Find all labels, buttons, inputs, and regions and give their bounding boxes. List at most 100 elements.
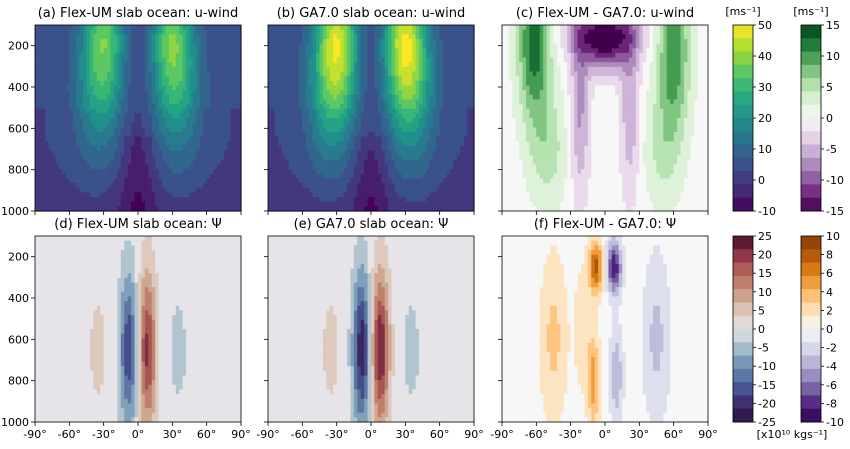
panels: (a) Flex-UM slab ocean: u-wind 200 400 600 8… bbox=[1, 6, 718, 441]
heatmap-cells bbox=[35, 236, 242, 423]
colorbar-segment bbox=[801, 171, 821, 185]
colorbar-segment bbox=[801, 302, 821, 317]
panel-title: (e) GA7.0 slab ocean: Ψ bbox=[294, 217, 449, 232]
colorbar-segment bbox=[733, 368, 753, 383]
x-tick-label: 60° bbox=[197, 428, 217, 441]
colorbar-unit-label: [x10¹⁰ kgs⁻¹] bbox=[757, 428, 828, 441]
colorbar-segment bbox=[801, 197, 821, 212]
x-tick-label: 90° bbox=[698, 428, 718, 441]
colorbar-segment bbox=[801, 131, 821, 146]
colorbar-unit-label: [ms⁻¹] bbox=[725, 5, 760, 18]
panel-d: (d) Flex-UM slab ocean: Ψ 200 400 600 800 100… bbox=[1, 217, 251, 441]
colorbar-segment bbox=[733, 249, 753, 264]
y-tick-label: 200 bbox=[8, 251, 29, 264]
colorbar-tick-label: -20 bbox=[758, 397, 776, 410]
colorbar-tick-label: -10 bbox=[758, 360, 776, 373]
panel-title: (f) Flex-UM - GA7.0: Ψ bbox=[534, 217, 676, 232]
colorbar-tick-label: 0 bbox=[758, 323, 765, 336]
y-tick-label: 1000 bbox=[1, 416, 29, 429]
colorbar-segment bbox=[801, 249, 821, 264]
colorbar-segment bbox=[801, 262, 821, 277]
colorbar-segment bbox=[733, 118, 753, 132]
colorbar-segment bbox=[733, 329, 753, 343]
colorbar-segment bbox=[733, 64, 753, 79]
colorbar-tick-label: 0 bbox=[758, 174, 765, 187]
colorbar-tick-label: -15 bbox=[758, 379, 776, 392]
x-tick-label: -60° bbox=[525, 428, 548, 441]
colorbar-segment bbox=[801, 382, 821, 396]
colorbar-tick-label: 8 bbox=[826, 249, 833, 262]
colorbar-segment bbox=[733, 289, 753, 303]
panel-e: (e) GA7.0 slab ocean: Ψ -90° -60° -30° 0° 30°… bbox=[256, 217, 483, 441]
x-tick-label: 90° bbox=[464, 428, 484, 441]
y-tick-label: 800 bbox=[8, 375, 29, 388]
colorbar-tick-label: 0 bbox=[826, 323, 833, 336]
colorbar-tick-label: 5 bbox=[758, 304, 765, 317]
y-tick-label: 600 bbox=[8, 122, 29, 135]
colorbar-tick-label: 15 bbox=[826, 19, 840, 32]
x-tick-label: 0° bbox=[365, 428, 378, 441]
colorbar-segment bbox=[801, 342, 821, 357]
colorbar-segment bbox=[801, 104, 821, 119]
y-tick-label: 800 bbox=[8, 164, 29, 177]
colorbar-segment bbox=[801, 275, 821, 290]
colorbar-tick-label: 6 bbox=[826, 267, 833, 280]
colorbar-segment bbox=[801, 157, 821, 172]
colorbar-segment bbox=[733, 197, 753, 212]
colorbar-segment bbox=[801, 355, 821, 370]
colorbar-tick-label: -25 bbox=[758, 416, 776, 429]
heatmap-cells bbox=[502, 25, 709, 212]
x-tick-label: 0° bbox=[132, 428, 145, 441]
panel-title: (a) Flex-UM slab ocean: u-wind bbox=[38, 6, 239, 21]
colorbar-tick-label: 25 bbox=[758, 230, 772, 243]
colorbar-segment bbox=[801, 91, 821, 106]
colorbar-tick-label: -2 bbox=[826, 342, 837, 355]
x-tick-label: 30° bbox=[630, 428, 650, 441]
y-tick-label: 400 bbox=[8, 81, 29, 94]
colorbar-tick-label: -10 bbox=[826, 416, 844, 429]
colorbar-segment bbox=[801, 408, 821, 423]
panel-title: (d) Flex-UM slab ocean: Ψ bbox=[54, 217, 221, 232]
colorbar-segment bbox=[733, 104, 753, 119]
colorbar-segment bbox=[733, 25, 753, 39]
colorbar-segment bbox=[801, 368, 821, 383]
x-tick-label: -60° bbox=[58, 428, 81, 441]
colorbar-segment bbox=[733, 131, 753, 146]
y-tick-label: 1000 bbox=[1, 205, 29, 218]
colorbar-segment bbox=[733, 382, 753, 396]
y-tick-label: 200 bbox=[8, 40, 29, 53]
colorbar-tick-label: -15 bbox=[826, 205, 844, 218]
colorbar-segment bbox=[801, 38, 821, 53]
colorbar-tick-label: 4 bbox=[826, 286, 833, 299]
colorbar-segment bbox=[801, 184, 821, 199]
x-tick-label: 0° bbox=[599, 428, 612, 441]
colorbar-tick-label: -10 bbox=[826, 174, 844, 187]
colorbar-tick-label: 15 bbox=[758, 267, 772, 280]
colorbar-segment bbox=[801, 78, 821, 92]
y-tick-label: 400 bbox=[8, 292, 29, 305]
x-tick-label: 30° bbox=[396, 428, 416, 441]
colorbar-segment bbox=[733, 38, 753, 53]
colorbar-segment bbox=[733, 315, 753, 330]
heatmap-cells bbox=[268, 25, 475, 212]
colorbar-cb_u: 50 40 30 20 10 0 -10 [ms⁻¹] bbox=[725, 5, 776, 218]
colorbar-segment bbox=[733, 78, 753, 92]
colorbar-segment bbox=[801, 144, 821, 159]
colorbar-segment bbox=[733, 144, 753, 159]
x-tick-label: -30° bbox=[325, 428, 348, 441]
x-tick-label: -90° bbox=[490, 428, 513, 441]
colorbar-segment bbox=[801, 51, 821, 66]
colorbar-tick-label: 10 bbox=[826, 50, 840, 63]
colorbar-segment bbox=[733, 302, 753, 317]
colorbar-segment bbox=[801, 64, 821, 79]
panel-c: (c) Flex-UM - GA7.0: u-wind bbox=[498, 6, 709, 215]
colorbar-tick-label: -5 bbox=[758, 342, 769, 355]
x-tick-label: -60° bbox=[291, 428, 314, 441]
x-tick-label: 30° bbox=[163, 428, 183, 441]
colorbar-segment bbox=[733, 51, 753, 66]
colorbar-segment bbox=[801, 315, 821, 330]
colorbar-cb_psi: 25 20 15 10 5 0 -5 -10 -15 -20 -25 bbox=[732, 230, 776, 429]
panel-f: (f) Flex-UM - GA7.0: Ψ -90° -60° -30° 0° 30° 6… bbox=[490, 217, 717, 441]
